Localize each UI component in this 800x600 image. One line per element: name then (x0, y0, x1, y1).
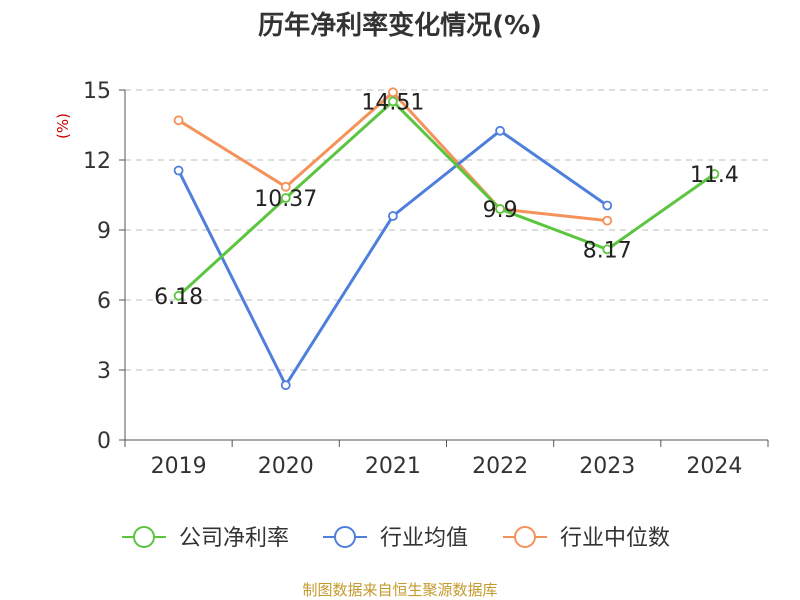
gridlines (125, 89, 768, 371)
series-行业均值 (173, 125, 613, 391)
data-label: 9.9 (483, 198, 518, 223)
legend: 公司净利率 行业均值 行业中位数 (122, 526, 670, 551)
series-line (177, 99, 716, 297)
data-label: 8.17 (583, 238, 632, 263)
data-label: 6.18 (154, 285, 203, 310)
y-tick-label: 6 (97, 289, 111, 314)
y-tick-label: 0 (97, 429, 111, 454)
data-point (388, 96, 398, 107)
data-point (495, 125, 505, 136)
data-point (709, 169, 720, 179)
legend-label: 行业中位数 (560, 526, 670, 551)
legend-label: 行业均值 (380, 526, 468, 551)
y-tick-label: 15 (83, 79, 111, 104)
data-point (602, 215, 613, 226)
legend-marker (514, 526, 536, 548)
data-labels: 6.18 10.37 14.51 9.9 8.17 11.4 (154, 90, 739, 309)
data-label: 10.37 (254, 187, 317, 212)
data-label: 14.51 (361, 90, 424, 115)
legend-item[interactable]: 行业均值 (323, 526, 468, 551)
data-point (173, 290, 184, 301)
data-point (280, 181, 291, 192)
series-line (177, 129, 609, 387)
chart-title: 历年净利率变化情况(%) (258, 10, 542, 41)
data-point (388, 87, 398, 98)
y-tick-label: 12 (83, 149, 111, 174)
data-point (602, 200, 613, 211)
x-tick-label: 2023 (579, 454, 635, 479)
x-tick-label: 2019 (151, 454, 207, 479)
x-tick-label: 2020 (258, 454, 314, 479)
legend-marker (133, 526, 155, 548)
source-note: 制图数据来自恒生聚源数据库 (302, 581, 497, 599)
legend-label: 公司净利率 (179, 526, 289, 551)
data-point (173, 115, 184, 126)
data-point (495, 204, 505, 214)
x-tick-label: 2024 (686, 454, 742, 479)
data-point (602, 244, 613, 255)
series-公司净利率 (173, 96, 720, 301)
data-label: 11.4 (690, 163, 739, 188)
y-tick-label: 9 (97, 219, 111, 244)
data-point (280, 380, 291, 391)
y-axis-unit: (%) (54, 113, 72, 139)
series-layer (173, 87, 720, 391)
y-tick-label: 3 (97, 359, 111, 384)
data-point (173, 165, 184, 176)
legend-item[interactable]: 行业中位数 (503, 526, 670, 551)
legend-marker (334, 526, 356, 548)
x-tick-label: 2021 (365, 454, 421, 479)
data-point (280, 193, 291, 203)
x-tick-label: 2022 (472, 454, 528, 479)
data-point (388, 211, 398, 221)
axes: 0 3 6 9 12 15 2019 2020 2021 2022 2023 2024 (83, 79, 769, 479)
legend-item[interactable]: 公司净利率 (122, 526, 289, 551)
